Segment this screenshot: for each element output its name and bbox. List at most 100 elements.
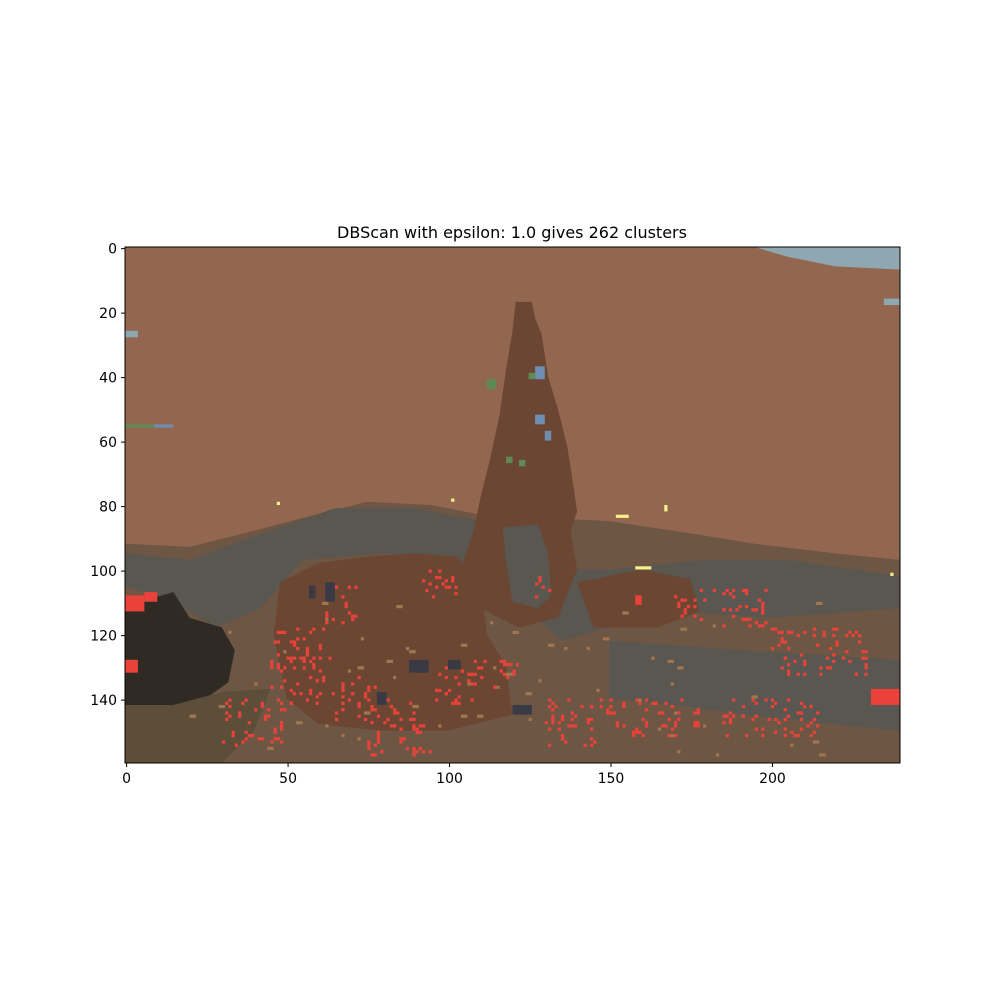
cluster-red-noise <box>357 701 361 705</box>
cluster-red-noise <box>783 708 787 712</box>
cluster-red-noise <box>447 585 452 589</box>
cluster-red-noise <box>799 701 804 705</box>
cluster-image <box>125 247 901 763</box>
cluster-blue-patch <box>154 424 174 428</box>
cluster-red-noise <box>376 737 381 741</box>
cluster-red-noise <box>667 717 671 722</box>
cluster-red-noise <box>435 698 439 702</box>
cluster-red-noise <box>438 575 442 580</box>
cluster-red-noise <box>728 717 733 722</box>
cluster-red-noise <box>693 721 697 725</box>
cluster-red-noise <box>764 698 768 702</box>
cluster-red-noise <box>673 721 678 725</box>
cluster-red-noise <box>751 717 755 722</box>
cluster-red-noise <box>396 711 400 715</box>
cluster-red-noise <box>428 582 432 586</box>
cluster-red-noise <box>483 659 487 664</box>
cluster-tan-speck <box>493 666 497 670</box>
cluster-yellow-speck <box>276 501 280 505</box>
cluster-red-noise <box>399 727 403 731</box>
cluster-red-noise <box>309 630 313 634</box>
cluster-red-noise <box>567 724 571 728</box>
cluster-red-noise <box>270 740 274 744</box>
cluster-red-noise <box>238 711 242 715</box>
cluster-red-noise <box>367 740 371 744</box>
cluster-red-noise <box>538 579 542 583</box>
cluster-tan-speck <box>357 737 361 741</box>
y-tick-label: 0 <box>108 242 117 258</box>
cluster-red-noise <box>289 659 293 664</box>
cluster-red-noise <box>331 692 335 696</box>
cluster-red-noise <box>267 708 271 712</box>
cluster-dark-speck <box>309 585 316 599</box>
cluster-red-noise <box>435 575 439 580</box>
cluster-red-noise <box>276 737 280 741</box>
cluster-red-noise <box>835 627 839 631</box>
cluster-red-noise <box>470 682 474 686</box>
cluster-red-noise <box>761 604 765 609</box>
cluster-red-noise <box>615 724 620 728</box>
cluster-red-noise <box>447 688 452 693</box>
cluster-tan-speck <box>751 695 758 699</box>
cluster-red-noise <box>696 711 700 715</box>
cluster-red-noise <box>661 724 665 728</box>
cluster-red-noise <box>590 704 594 709</box>
cluster-red-noise <box>412 753 416 757</box>
cluster-red-noise <box>816 643 820 647</box>
cluster-red-noise <box>244 698 248 702</box>
cluster-tan-speck <box>341 733 345 738</box>
cluster-tan-speck <box>496 685 500 689</box>
cluster-red-noise <box>341 682 345 686</box>
cluster-red-noise <box>280 630 284 634</box>
cluster-tan-speck <box>412 704 419 709</box>
cluster-red-noise <box>793 733 797 738</box>
cluster-red-noise <box>774 730 778 734</box>
cluster-red-noise <box>751 608 755 612</box>
cluster-red-noise <box>816 724 820 728</box>
cluster-red-noise <box>351 614 355 618</box>
cluster-tan-speck <box>325 617 329 622</box>
cluster-red-noise <box>631 733 636 738</box>
cluster-red-noise <box>260 701 264 705</box>
cluster-red-noise <box>370 704 374 709</box>
cluster-red-noise <box>599 704 603 709</box>
cluster-red-noise <box>796 672 800 676</box>
cluster-speck <box>486 379 497 389</box>
cluster-red-noise <box>321 627 326 631</box>
cluster-red-noise <box>845 634 849 638</box>
cluster-red-noise <box>312 663 316 667</box>
cluster-red-noise <box>502 663 507 667</box>
cluster-red-noise <box>480 666 484 670</box>
cluster-red-noise <box>732 614 736 618</box>
cluster-tan-speck <box>677 750 681 754</box>
cluster-red-noise <box>728 721 733 725</box>
cluster-speck <box>535 366 545 380</box>
cluster-red-noise <box>741 617 745 622</box>
cluster-red-noise <box>444 666 448 670</box>
cluster-tan-speck <box>638 698 642 702</box>
cluster-red-noise <box>560 733 565 738</box>
cluster-red-noise <box>786 672 791 676</box>
image-plot-area <box>124 246 901 764</box>
cluster-mid-mounds <box>273 553 513 731</box>
cluster-red-noise <box>454 701 458 705</box>
cluster-red-noise <box>318 692 322 696</box>
cluster-red-noise <box>732 588 736 593</box>
cluster-red-noise <box>677 604 681 609</box>
cluster-tan-speck <box>819 753 826 757</box>
cluster-red-noise <box>590 737 594 741</box>
cluster-red-noise <box>296 646 300 651</box>
cluster-red-noise <box>280 721 284 725</box>
cluster-red-noise <box>835 643 839 647</box>
cluster-red-noise <box>367 685 371 689</box>
cluster-red-noise <box>454 592 458 596</box>
cluster-red-noise <box>292 666 297 670</box>
cluster-tan-speck <box>715 753 720 757</box>
cluster-red-noise <box>512 669 516 673</box>
cluster-red <box>125 659 138 673</box>
cluster-red-noise <box>570 711 574 715</box>
cluster-red-noise <box>677 711 681 715</box>
cluster-speck <box>535 414 545 425</box>
cluster-red-noise <box>774 701 778 705</box>
cluster-red-noise <box>438 569 442 573</box>
